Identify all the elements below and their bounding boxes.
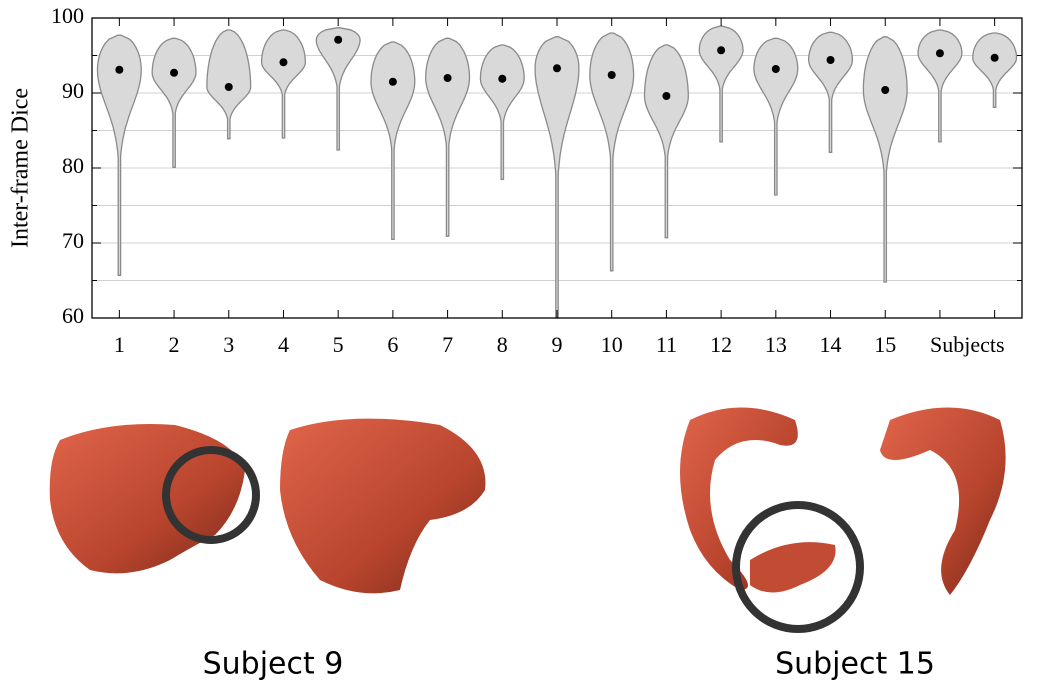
median-dot <box>115 65 124 74</box>
median-dot <box>881 86 890 94</box>
x-tick-label: 14 <box>820 332 842 357</box>
y-tick-label: 80 <box>62 153 84 178</box>
violin <box>315 27 361 151</box>
x-tick-label: 5 <box>333 332 344 357</box>
median-dot <box>334 35 343 44</box>
violin <box>807 31 854 153</box>
x-tick-label: 13 <box>765 332 787 357</box>
median-dot <box>607 71 616 79</box>
violin <box>698 25 744 143</box>
x-tick-label: 8 <box>497 332 508 357</box>
violin <box>96 34 142 276</box>
panel-caption: Subject 15 <box>775 647 935 682</box>
x-tick-label: 15 <box>874 332 896 357</box>
x-tick-label: 2 <box>169 332 180 357</box>
violin <box>862 36 908 283</box>
violin <box>151 37 197 168</box>
median-dot <box>443 74 452 82</box>
x-tick-label: 3 <box>223 332 234 357</box>
violin <box>479 44 525 180</box>
x-tick-label: 12 <box>710 332 732 357</box>
renderings <box>49 407 1006 633</box>
violin <box>753 37 799 196</box>
median-dot <box>224 83 233 91</box>
violin <box>260 29 307 139</box>
median-dot <box>498 74 507 83</box>
violin <box>917 29 963 143</box>
x-tick-label: 7 <box>442 332 453 357</box>
panel-caption: Subject 9 <box>203 647 344 682</box>
median-dot <box>662 92 671 100</box>
x-tick-label: 11 <box>656 332 677 357</box>
y-axis-label: Inter-frame Dice <box>8 88 34 248</box>
median-dot <box>388 77 397 86</box>
y-tick-label: 100 <box>51 3 84 28</box>
x-tick-label: 10 <box>601 332 623 357</box>
x-tick-label: 4 <box>278 332 289 357</box>
y-tick-label: 60 <box>62 303 84 328</box>
x-tick-label: 1 <box>114 332 125 357</box>
median-dot <box>279 58 288 67</box>
x-tick-label: 9 <box>552 332 563 357</box>
median-dot <box>170 68 179 77</box>
plot-frame <box>91 17 1023 319</box>
violin <box>425 37 471 237</box>
median-dot <box>771 65 780 73</box>
violin <box>370 41 416 240</box>
violin <box>589 32 635 272</box>
median-dot <box>935 49 944 58</box>
y-tick-label: 90 <box>62 78 84 103</box>
violin <box>534 36 580 319</box>
median-dot <box>826 56 835 64</box>
median-dot <box>553 64 561 73</box>
violin <box>643 44 689 239</box>
x-tick-label: 6 <box>387 332 398 357</box>
violin <box>972 32 1018 108</box>
median-dot <box>990 53 999 62</box>
x-tick-label: Subjects <box>930 332 1005 357</box>
y-tick-label: 70 <box>62 228 84 253</box>
median-dot <box>717 46 726 55</box>
